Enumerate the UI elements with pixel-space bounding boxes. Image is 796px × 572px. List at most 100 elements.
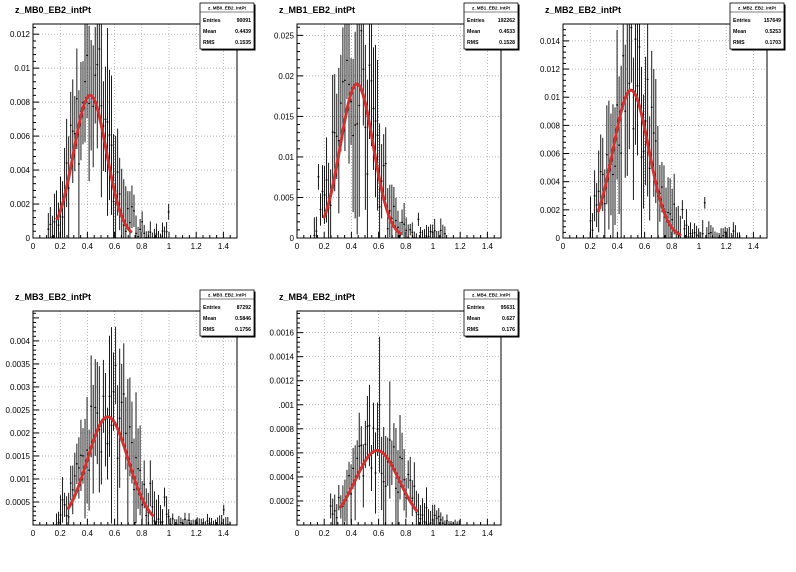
fit-curve [339, 448, 419, 513]
histogram-bin [374, 44, 377, 198]
stats-entries-value: 192262 [498, 18, 515, 24]
pad-0: 0 0.2 0.4 0.6 0.8 1 1.2 1.4 0 0.002 0.004 0.006 0.00… [10, 2, 256, 251]
histogram-bin [342, 27, 344, 137]
x-tick-label: 1.2 [455, 242, 467, 251]
histogram-bin [423, 229, 426, 238]
fit-curve [322, 82, 402, 236]
y-tick-label: 0.006 [540, 150, 561, 159]
histogram-bin [695, 225, 698, 238]
histogram-bin [206, 513, 209, 525]
histogram-bin [106, 28, 109, 216]
histogram-bin [734, 225, 737, 238]
histogram-bin [360, 426, 363, 465]
histogram-bin [366, 395, 369, 458]
histogram-bin [382, 134, 385, 198]
stats-name: z_MB1_EB2_intPt [472, 6, 511, 11]
histogram-bin [186, 519, 188, 525]
histogram-bin [417, 212, 420, 226]
histogram-bin [699, 231, 702, 238]
histogram-bin [388, 381, 391, 499]
y-tick-label: 0.015 [274, 112, 295, 121]
histogram-bin [409, 456, 412, 504]
histogram-bin [728, 226, 731, 238]
y-tick-label: 0.0005 [6, 498, 31, 507]
stats-mean-value: 0.5846 [235, 316, 251, 322]
y-tick-label: 0.0014 [270, 353, 295, 362]
histogram-bin [595, 182, 598, 228]
histogram-bin [337, 484, 340, 511]
plot-frame [562, 23, 768, 239]
histogram-bin [63, 492, 66, 517]
histogram-bin [687, 225, 690, 238]
x-tick-label: 0.2 [585, 242, 597, 251]
x-tick-label: 0.6 [109, 242, 121, 251]
histogram-bin [362, 444, 365, 508]
x-tick-label: 0.2 [55, 529, 67, 538]
histogram-bin [368, 24, 371, 140]
histogram-bin [423, 502, 426, 525]
histogram-bin [689, 222, 692, 238]
y-tick-label: 0.002 [540, 206, 561, 215]
histogram-bin [441, 516, 444, 525]
histogram-bin [88, 429, 90, 511]
histogram-bin [444, 226, 446, 238]
stats-entries-label: Entries [467, 18, 485, 24]
histogram-bin [192, 519, 195, 525]
histogram-bin [683, 220, 686, 238]
histogram-bin [380, 436, 383, 510]
histogram-bin [110, 75, 113, 215]
histogram-points [313, 24, 446, 238]
histogram-bin [593, 170, 596, 222]
histogram-bin [439, 512, 442, 525]
histogram-bin [55, 513, 58, 525]
histogram-bin [149, 460, 152, 507]
histogram-bin [413, 231, 416, 238]
x-tick-label: 0 [295, 529, 300, 538]
histogram-bin [411, 480, 414, 517]
histogram-bin [315, 216, 318, 238]
histogram-bin [226, 516, 229, 525]
histogram-bin [321, 165, 324, 218]
stats-box: z_MB1_EB2_intPt Entries 192262 Mean 0.4533 RM… [463, 2, 520, 51]
stats-rms-value: 0.1528 [499, 40, 515, 46]
stats-rms-value: 0.1756 [235, 327, 251, 333]
histogram-bin [401, 432, 403, 485]
pad-4: 0 0.2 0.4 0.6 0.8 1 1.2 1.4 0.0002 0.0004 0.0006 0.… [270, 289, 520, 538]
histogram-bin [69, 465, 72, 501]
x-tick-label: 1.4 [218, 529, 230, 538]
histogram-bin [362, 24, 365, 126]
histogram-bin [100, 24, 103, 198]
histogram-bin [329, 169, 332, 238]
x-tick-label: 1.4 [218, 242, 230, 251]
chart-title: z_MB2_EB2_intPt [545, 5, 621, 15]
histogram-bin [644, 56, 647, 186]
y-tick-label: 0.006 [10, 132, 31, 141]
y-tick-label: 0.0002 [270, 497, 295, 506]
histogram-bin [204, 521, 207, 525]
histogram-bin [157, 494, 160, 525]
histogram-bin [722, 228, 725, 238]
histogram-bin [137, 428, 139, 509]
histogram-bin [673, 173, 676, 235]
histogram-bin [124, 186, 127, 238]
histogram-bin [157, 231, 160, 238]
y-tick-label: 0.012 [10, 30, 31, 39]
histogram-bin [614, 107, 616, 225]
x-tick-label: 1.2 [191, 529, 203, 538]
x-tick-label: 0 [295, 242, 300, 251]
histogram-bin [151, 480, 154, 525]
histogram-bin [399, 414, 401, 500]
histogram-bin [218, 515, 221, 525]
histogram-bin [61, 181, 64, 238]
histogram-bin [335, 504, 338, 525]
histogram-bin [47, 213, 50, 238]
histogram-bin [597, 150, 600, 233]
histogram-bin [350, 58, 352, 145]
histogram-bin [84, 24, 86, 143]
histogram-bin [319, 193, 322, 226]
y-tick-label: 0.008 [540, 121, 561, 130]
histogram-bin [650, 50, 653, 164]
y-tick-label: 0.001 [10, 475, 31, 484]
histogram-bin [393, 186, 395, 226]
histogram-bin [75, 443, 78, 484]
